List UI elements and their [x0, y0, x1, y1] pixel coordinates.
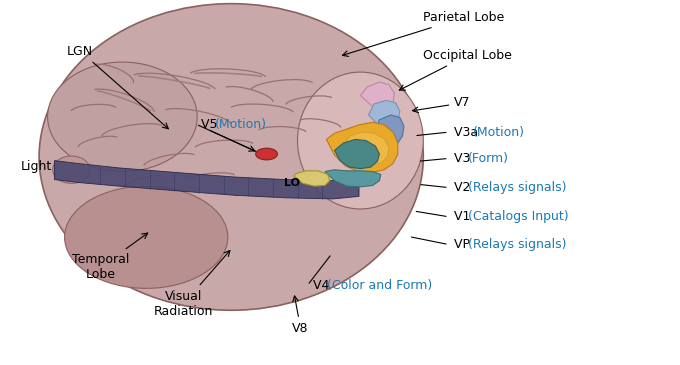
Polygon shape — [335, 139, 379, 169]
Text: VP: VP — [454, 238, 474, 251]
Polygon shape — [325, 170, 381, 187]
Text: V5: V5 — [201, 118, 222, 131]
Polygon shape — [294, 171, 330, 186]
Text: V4: V4 — [313, 279, 333, 292]
Text: Light: Light — [20, 160, 83, 173]
Text: Parietal Lobe: Parietal Lobe — [343, 11, 504, 56]
Ellipse shape — [298, 72, 423, 209]
Polygon shape — [369, 100, 400, 131]
Circle shape — [256, 148, 277, 160]
Polygon shape — [360, 82, 394, 114]
Text: LO: LO — [284, 178, 301, 188]
Text: LGN: LGN — [67, 45, 169, 129]
Polygon shape — [343, 132, 389, 165]
Text: (Relays signals): (Relays signals) — [468, 238, 566, 251]
Text: (Motion): (Motion) — [473, 126, 525, 139]
Text: V8: V8 — [292, 296, 309, 335]
Text: (Form): (Form) — [468, 152, 509, 165]
Ellipse shape — [39, 4, 423, 310]
Text: Temporal
Lobe: Temporal Lobe — [72, 233, 148, 281]
Polygon shape — [375, 115, 404, 145]
Text: V2: V2 — [454, 181, 475, 194]
Text: (Color and Form): (Color and Form) — [326, 279, 432, 292]
Polygon shape — [54, 161, 359, 199]
Text: V3a: V3a — [454, 126, 482, 139]
Text: (Catalogs Input): (Catalogs Input) — [468, 210, 568, 223]
Text: Occipital Lobe: Occipital Lobe — [399, 49, 512, 90]
Ellipse shape — [52, 156, 90, 184]
Ellipse shape — [48, 62, 197, 172]
Text: (Motion): (Motion) — [215, 118, 267, 131]
Polygon shape — [326, 122, 398, 172]
Text: V3: V3 — [454, 152, 475, 165]
Text: (Relays signals): (Relays signals) — [468, 181, 566, 194]
Text: V7: V7 — [413, 96, 471, 112]
Text: V1: V1 — [454, 210, 475, 223]
Text: Visual
Radiation: Visual Radiation — [154, 250, 230, 318]
Ellipse shape — [65, 186, 228, 288]
